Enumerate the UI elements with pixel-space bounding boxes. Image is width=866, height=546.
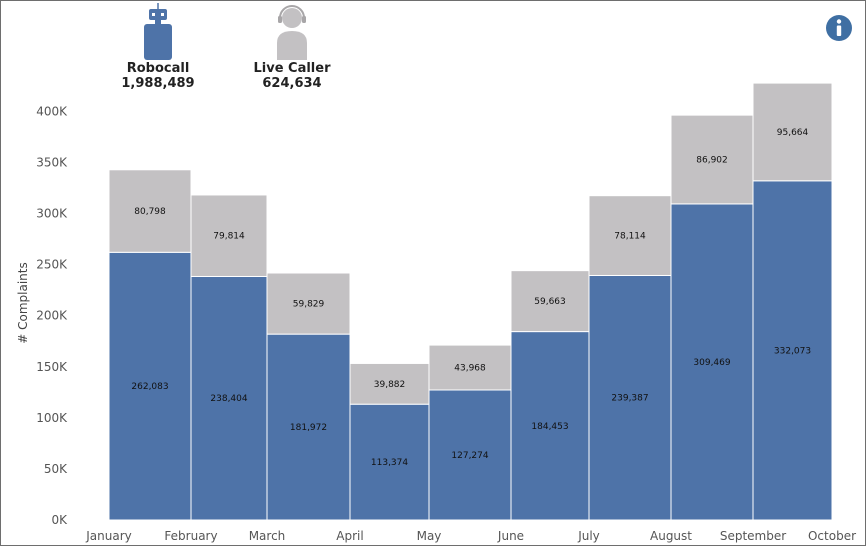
y-tick-label: 250K [36, 258, 68, 272]
data-label-live-caller: 79,814 [213, 232, 245, 242]
bar-live-caller[interactable] [349, 362, 430, 405]
x-tick-label: January [85, 529, 132, 543]
data-label-live-caller: 59,663 [534, 297, 566, 307]
y-tick-label: 300K [36, 207, 68, 221]
y-tick-label: 100K [36, 411, 68, 425]
bar-robocall[interactable] [510, 331, 590, 521]
headset-person-icon [277, 5, 307, 60]
bar-live-caller[interactable] [670, 114, 754, 205]
y-tick-label: 350K [36, 156, 68, 170]
bar-live-caller[interactable] [108, 169, 192, 253]
bar-live-caller[interactable] [510, 270, 590, 333]
data-label-live-caller: 78,114 [614, 232, 646, 242]
bar-live-caller[interactable] [752, 82, 833, 182]
x-tick-label: October [808, 529, 856, 543]
data-label-robocall: 239,387 [611, 394, 648, 404]
data-label-live-caller: 59,829 [293, 300, 325, 310]
data-label-live-caller: 43,968 [454, 364, 486, 374]
y-axis-label: # Complaints [16, 262, 30, 343]
y-tick-label: 150K [36, 360, 68, 374]
legend-robocall-name: Robocall [126, 61, 190, 76]
y-tick-label: 0K [51, 513, 68, 527]
data-label-robocall: 262,083 [131, 382, 168, 392]
bar-robocall[interactable] [349, 403, 430, 521]
bar-robocall[interactable] [752, 180, 833, 521]
bar-live-caller[interactable] [588, 195, 672, 276]
data-label-robocall: 309,469 [693, 358, 730, 368]
x-tick-label: April [336, 529, 363, 543]
data-label-robocall: 181,972 [290, 423, 327, 433]
x-tick-label: August [650, 529, 692, 543]
bar-live-caller[interactable] [266, 272, 351, 335]
data-label-robocall: 184,453 [531, 422, 568, 432]
x-tick-label: February [164, 529, 217, 543]
bar-robocall[interactable] [670, 203, 754, 521]
legend-robocall-total: 1,988,489 [121, 76, 195, 91]
bar-robocall[interactable] [266, 333, 351, 521]
robot-icon [144, 3, 172, 60]
y-tick-label: 50K [44, 462, 68, 476]
data-label-live-caller: 86,902 [696, 156, 728, 166]
y-tick-label: 400K [36, 104, 68, 118]
data-label-live-caller: 80,798 [134, 207, 166, 217]
data-label-live-caller: 95,664 [777, 128, 809, 138]
legend-live-caller[interactable]: Live Caller 624,634 [247, 3, 337, 91]
bar-robocall[interactable] [190, 275, 268, 521]
x-tick-label: September [720, 529, 786, 543]
x-tick-label: May [417, 529, 442, 543]
data-label-robocall: 332,073 [774, 346, 811, 356]
legend-live-caller-total: 624,634 [262, 76, 322, 91]
bar-robocall[interactable] [428, 389, 512, 521]
x-tick-label: March [249, 529, 286, 543]
bar-robocall[interactable] [108, 251, 192, 521]
bar-live-caller[interactable] [190, 194, 268, 277]
x-tick-label: July [577, 529, 600, 543]
info-icon[interactable] [825, 14, 853, 42]
data-label-live-caller: 39,882 [374, 380, 406, 390]
legend-live-caller-name: Live Caller [253, 61, 331, 76]
data-label-robocall: 238,404 [210, 394, 247, 404]
bar-robocall[interactable] [588, 274, 672, 521]
data-label-robocall: 113,374 [371, 458, 408, 468]
x-tick-label: June [497, 529, 524, 543]
legend-robocall[interactable]: Robocall 1,988,489 [113, 3, 203, 91]
bar-live-caller[interactable] [428, 344, 512, 391]
data-label-robocall: 127,274 [451, 451, 488, 461]
y-tick-label: 200K [36, 309, 68, 323]
